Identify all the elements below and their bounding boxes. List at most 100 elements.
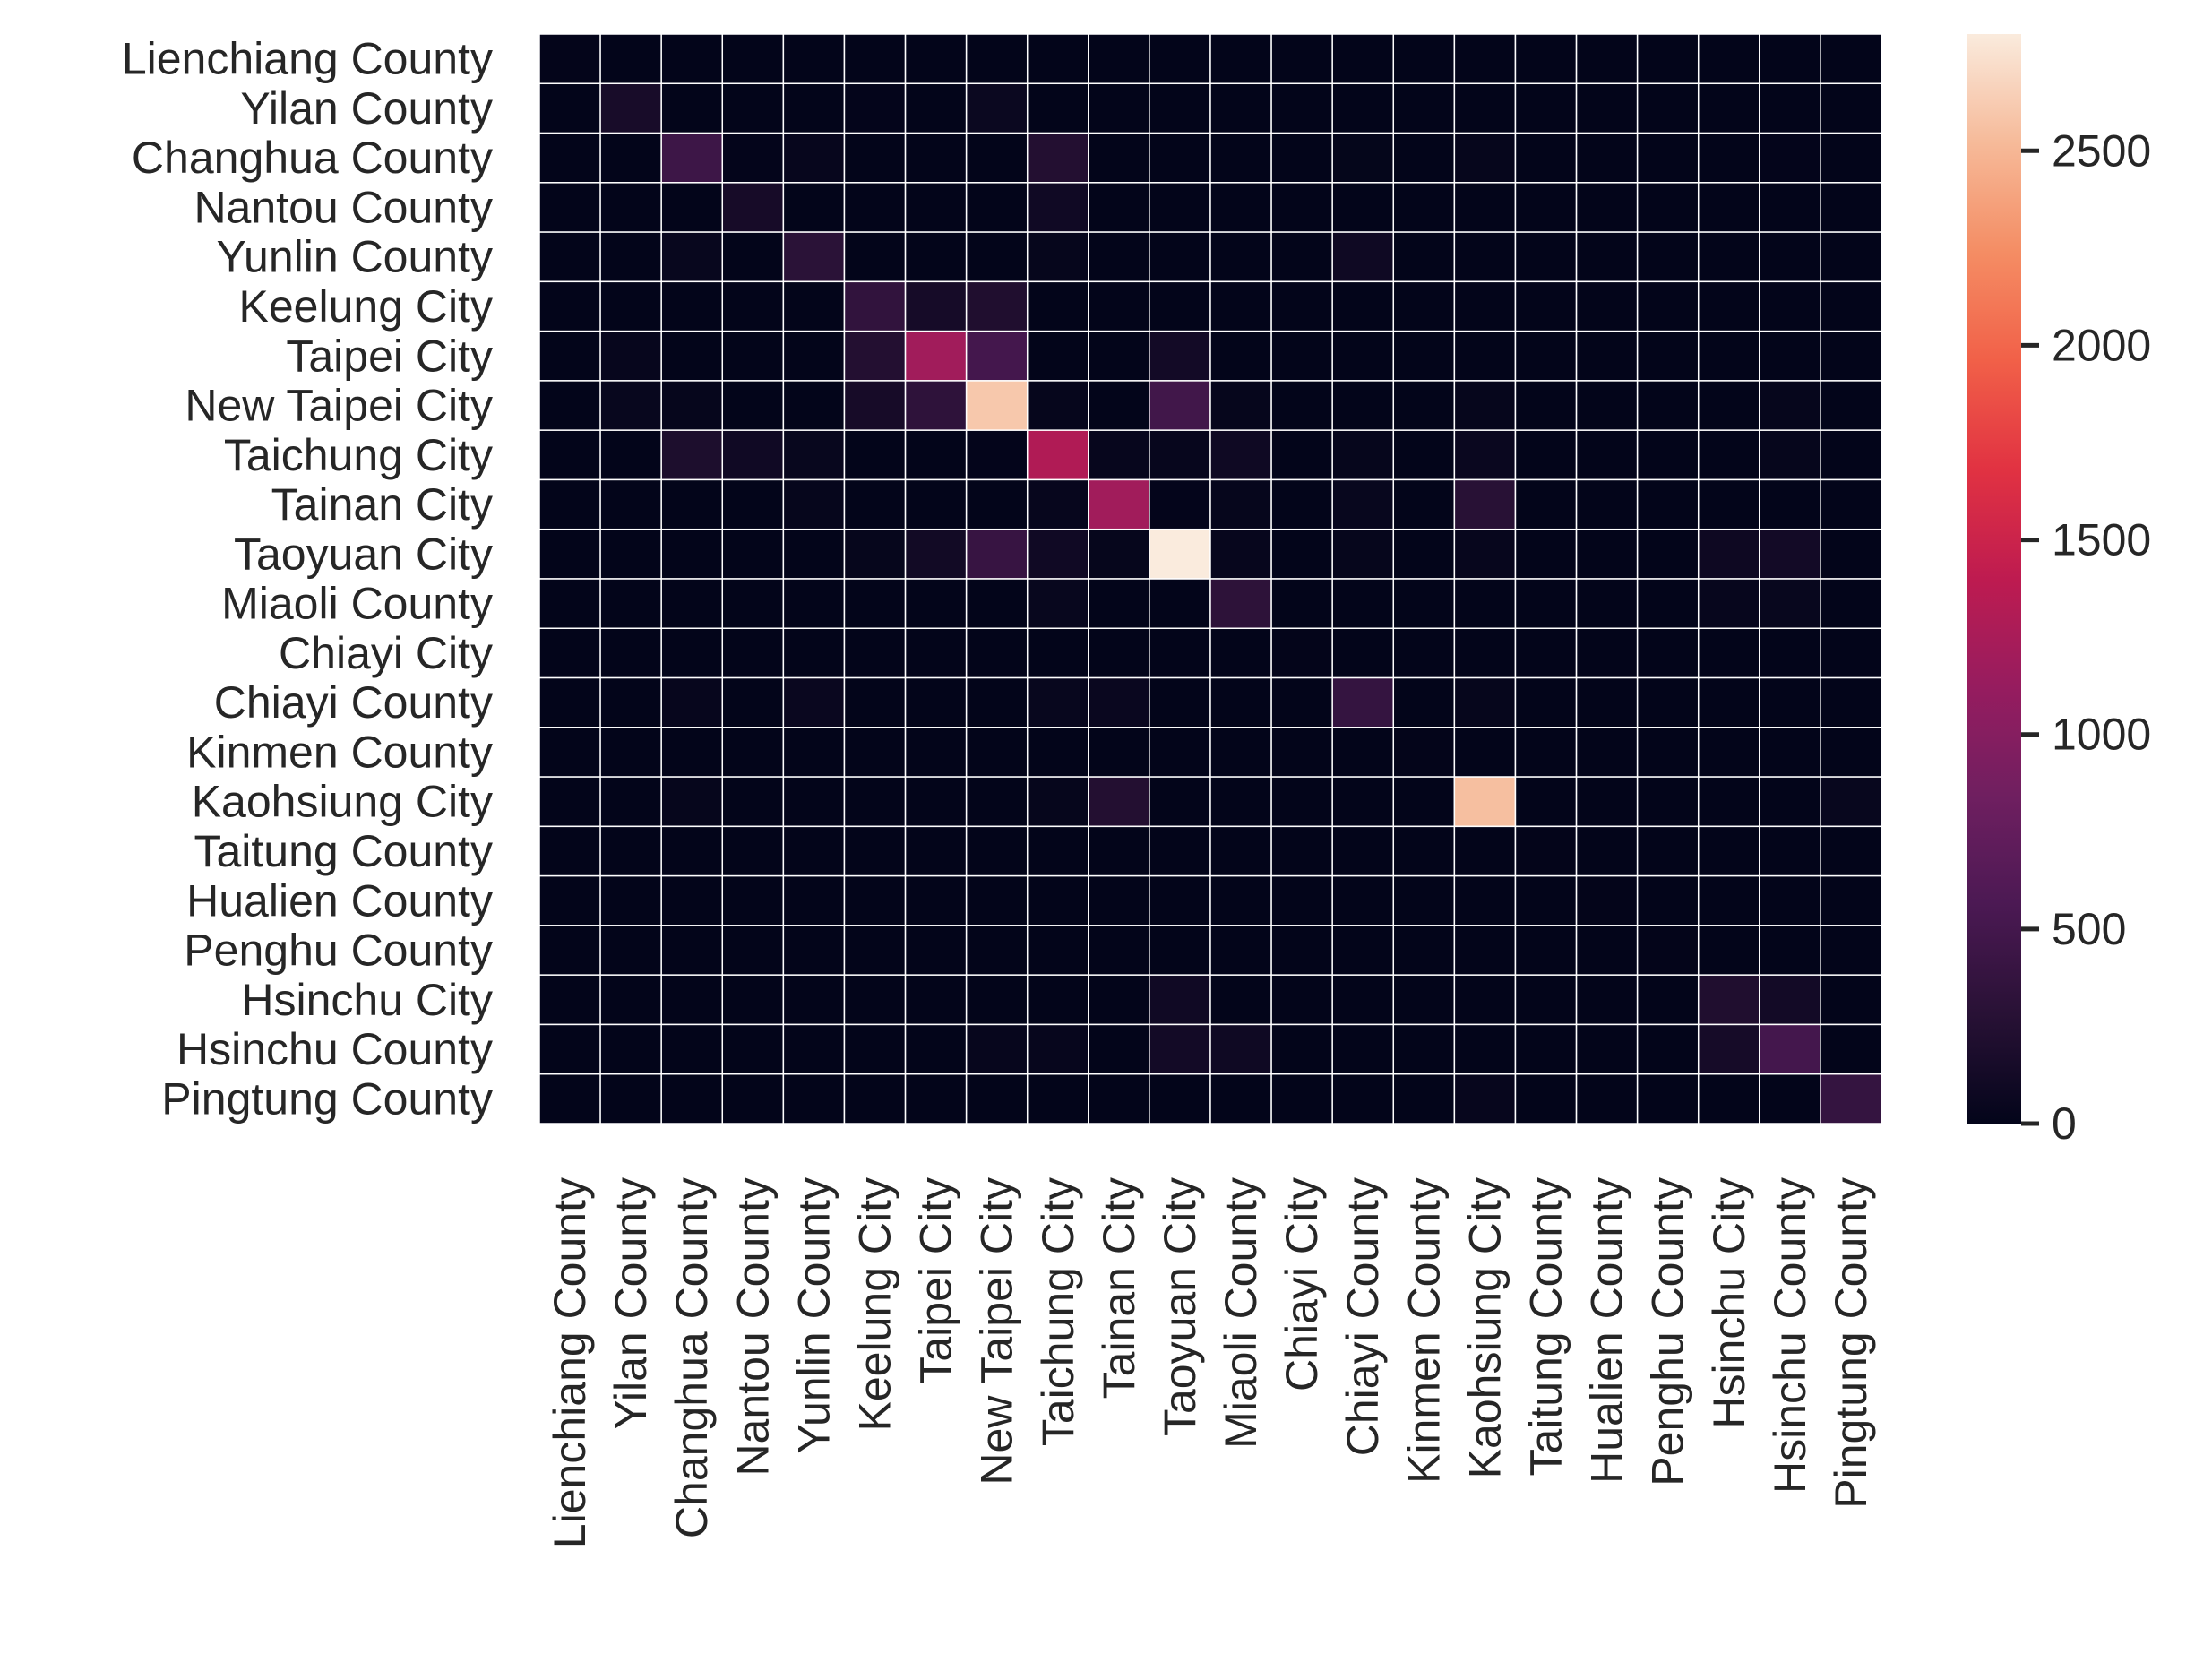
- heatmap-cell-changhua-county-taitung-county: [1514, 132, 1578, 184]
- heatmap-cell-taoyuan-city-penghu-county: [1636, 528, 1700, 580]
- heatmap-cell-hsinchu-city-changhua-county: [660, 974, 724, 1026]
- heatmap-cell-hsinchu-city-yilan-county: [599, 974, 662, 1026]
- heatmap-cell-taoyuan-city-miaoli-county: [1209, 528, 1272, 580]
- row-label-lienchiang-county: Lienchiang County: [122, 34, 493, 84]
- heatmap-cell-keelung-city-changhua-county: [660, 280, 724, 332]
- heatmap-cell-taitung-county-taitung-county: [1514, 825, 1578, 877]
- heatmap-cell-hsinchu-county-taipei-city: [904, 1023, 968, 1075]
- heatmap-cell-tainan-city-changhua-county: [660, 478, 724, 530]
- heatmap-cell-kaohsiung-city-hualien-county: [1575, 776, 1639, 828]
- heatmap-cell-chiayi-city-new-taipei-city: [965, 627, 1029, 679]
- heatmap-cell-miaoli-county-yilan-county: [599, 578, 662, 630]
- colorbar-ticks: 0 500 1000 1500 2000 2500: [2021, 125, 2151, 1149]
- heatmap-cell-taoyuan-city-pingtung-county: [1820, 528, 1882, 580]
- heatmap-cell-lienchiang-county-lienchiang-county: [538, 33, 601, 85]
- heatmap-cell-keelung-city-new-taipei-city: [965, 280, 1029, 332]
- heatmap-cell-taitung-county-hsinchu-city: [1697, 825, 1760, 877]
- column-label-penghu-county: Penghu County: [1643, 1177, 1693, 1486]
- heatmap-cell-hsinchu-city-yunlin-county: [782, 974, 846, 1026]
- heatmap-cell-miaoli-county-chiayi-city: [1270, 578, 1333, 630]
- heatmap-cell-penghu-county-taoyuan-city: [1149, 925, 1211, 976]
- heatmap-cell-hsinchu-city-taitung-county: [1514, 974, 1578, 1026]
- heatmap-cell-yilan-county-hsinchu-county: [1759, 82, 1821, 134]
- heatmap-cell-hsinchu-county-changhua-county: [660, 1023, 724, 1075]
- column-label-new-taipei-city: New Taipei City: [972, 1177, 1022, 1486]
- heatmap-cell-yunlin-county-pingtung-county: [1820, 231, 1882, 283]
- heatmap-cell-taipei-city-yilan-county: [599, 330, 662, 382]
- heatmap-cell-keelung-city-pingtung-county: [1820, 280, 1882, 332]
- heatmap-cell-chiayi-city-yilan-county: [599, 627, 662, 679]
- heatmap-cell-taitung-county-taichung-city: [1026, 825, 1089, 877]
- heatmap-cell-miaoli-county-chiayi-county: [1331, 578, 1395, 630]
- heatmap-cell-tainan-city-taipei-city: [904, 478, 968, 530]
- heatmap-cell-new-taipei-city-taipei-city: [904, 380, 968, 431]
- heatmap-cell-pingtung-county-changhua-county: [660, 1073, 724, 1124]
- heatmap-cell-miaoli-county-yunlin-county: [782, 578, 846, 630]
- heatmap-cell-chiayi-county-taichung-city: [1026, 676, 1089, 728]
- heatmap-cell-lienchiang-county-taoyuan-city: [1149, 33, 1211, 85]
- heatmap-cell-chiayi-county-tainan-city: [1088, 676, 1150, 728]
- heatmap-cell-chiayi-city-taipei-city: [904, 627, 968, 679]
- heatmap-cell-kaohsiung-city-pingtung-county: [1820, 776, 1882, 828]
- heatmap-cell-taipei-city-hsinchu-county: [1759, 330, 1821, 382]
- heatmap-cell-hsinchu-city-miaoli-county: [1209, 974, 1272, 1026]
- column-label-kinmen-county: Kinmen County: [1399, 1177, 1449, 1484]
- column-label-changhua-county: Changhua County: [667, 1177, 717, 1538]
- column-tick-labels: Lienchiang County Yilan County Changhua Co…: [545, 1177, 1876, 1548]
- heatmap-cell-taichung-city-pingtung-county: [1820, 429, 1882, 481]
- heatmap-cell-changhua-county-yilan-county: [599, 132, 662, 184]
- heatmap-cell-taipei-city-tainan-city: [1088, 330, 1150, 382]
- heatmap-cell-taoyuan-city-taichung-city: [1026, 528, 1089, 580]
- heatmap-cell-taitung-county-taipei-city: [904, 825, 968, 877]
- heatmap-cell-penghu-county-chiayi-county: [1331, 925, 1395, 976]
- heatmap-cell-yilan-county-penghu-county: [1636, 82, 1700, 134]
- heatmap-cell-yunlin-county-new-taipei-city: [965, 231, 1029, 283]
- heatmap-cell-nantou-county-kinmen-county: [1392, 182, 1456, 233]
- heatmap-cell-taichung-city-kinmen-county: [1392, 429, 1456, 481]
- heatmap-cell-hsinchu-city-penghu-county: [1636, 974, 1700, 1026]
- heatmap-cell-taitung-county-new-taipei-city: [965, 825, 1029, 877]
- heatmap-cell-miaoli-county-miaoli-county: [1209, 578, 1272, 630]
- heatmap-cell-hsinchu-county-kinmen-county: [1392, 1023, 1456, 1075]
- heatmap-cell-keelung-city-penghu-county: [1636, 280, 1700, 332]
- heatmap-cell-miaoli-county-hsinchu-county: [1759, 578, 1821, 630]
- heatmap-cell-taoyuan-city-nantou-county: [721, 528, 785, 580]
- heatmap-cell-taoyuan-city-new-taipei-city: [965, 528, 1029, 580]
- column-label-nantou-county: Nantou County: [727, 1177, 778, 1477]
- heatmap-cell-penghu-county-nantou-county: [721, 925, 785, 976]
- heatmap-cell-miaoli-county-taichung-city: [1026, 578, 1089, 630]
- heatmap-cell-changhua-county-nantou-county: [721, 132, 785, 184]
- heatmap-cell-miaoli-county-hualien-county: [1575, 578, 1639, 630]
- heatmap-cell-keelung-city-hsinchu-county: [1759, 280, 1821, 332]
- heatmap-cell-kaohsiung-city-new-taipei-city: [965, 776, 1029, 828]
- heatmap-cell-changhua-county-new-taipei-city: [965, 132, 1029, 184]
- heatmap-cell-nantou-county-chiayi-county: [1331, 182, 1395, 233]
- heatmap-cell-nantou-county-pingtung-county: [1820, 182, 1882, 233]
- heatmap-cell-changhua-county-keelung-city: [843, 132, 907, 184]
- heatmap-cell-chiayi-county-yunlin-county: [782, 676, 846, 728]
- heatmap-cell-taichung-city-nantou-county: [721, 429, 785, 481]
- heatmap-cell-keelung-city-keelung-city: [843, 280, 907, 332]
- heatmap-cell-chiayi-city-pingtung-county: [1820, 627, 1882, 679]
- column-label-lienchiang-county: Lienchiang County: [545, 1177, 595, 1548]
- heatmap-cell-chiayi-city-taichung-city: [1026, 627, 1089, 679]
- heatmap-cell-taipei-city-taoyuan-city: [1149, 330, 1211, 382]
- heatmap-cell-kaohsiung-city-taoyuan-city: [1149, 776, 1211, 828]
- heatmap-cell-keelung-city-taipei-city: [904, 280, 968, 332]
- heatmap-cell-yunlin-county-lienchiang-county: [538, 231, 601, 283]
- heatmap-cell-yunlin-county-taitung-county: [1514, 231, 1578, 283]
- heatmap-cell-taoyuan-city-yilan-county: [599, 528, 662, 580]
- heatmap-cell-taipei-city-miaoli-county: [1209, 330, 1272, 382]
- heatmap-cell-new-taipei-city-pingtung-county: [1820, 380, 1882, 431]
- heatmap-cell-hualien-county-taipei-city: [904, 874, 968, 926]
- heatmap-cell-chiayi-city-kaohsiung-city: [1453, 627, 1517, 679]
- heatmap-cell-tainan-city-chiayi-city: [1270, 478, 1333, 530]
- row-label-kinmen-county: Kinmen County: [186, 727, 493, 777]
- heatmap-cell-kaohsiung-city-changhua-county: [660, 776, 724, 828]
- heatmap-cell-hualien-county-yilan-county: [599, 874, 662, 926]
- heatmap-cell-hsinchu-city-taoyuan-city: [1149, 974, 1211, 1026]
- heatmap-cell-miaoli-county-taitung-county: [1514, 578, 1578, 630]
- heatmap-cell-chiayi-county-taoyuan-city: [1149, 676, 1211, 728]
- heatmap-cell-nantou-county-keelung-city: [843, 182, 907, 233]
- heatmap-cell-taitung-county-tainan-city: [1088, 825, 1150, 877]
